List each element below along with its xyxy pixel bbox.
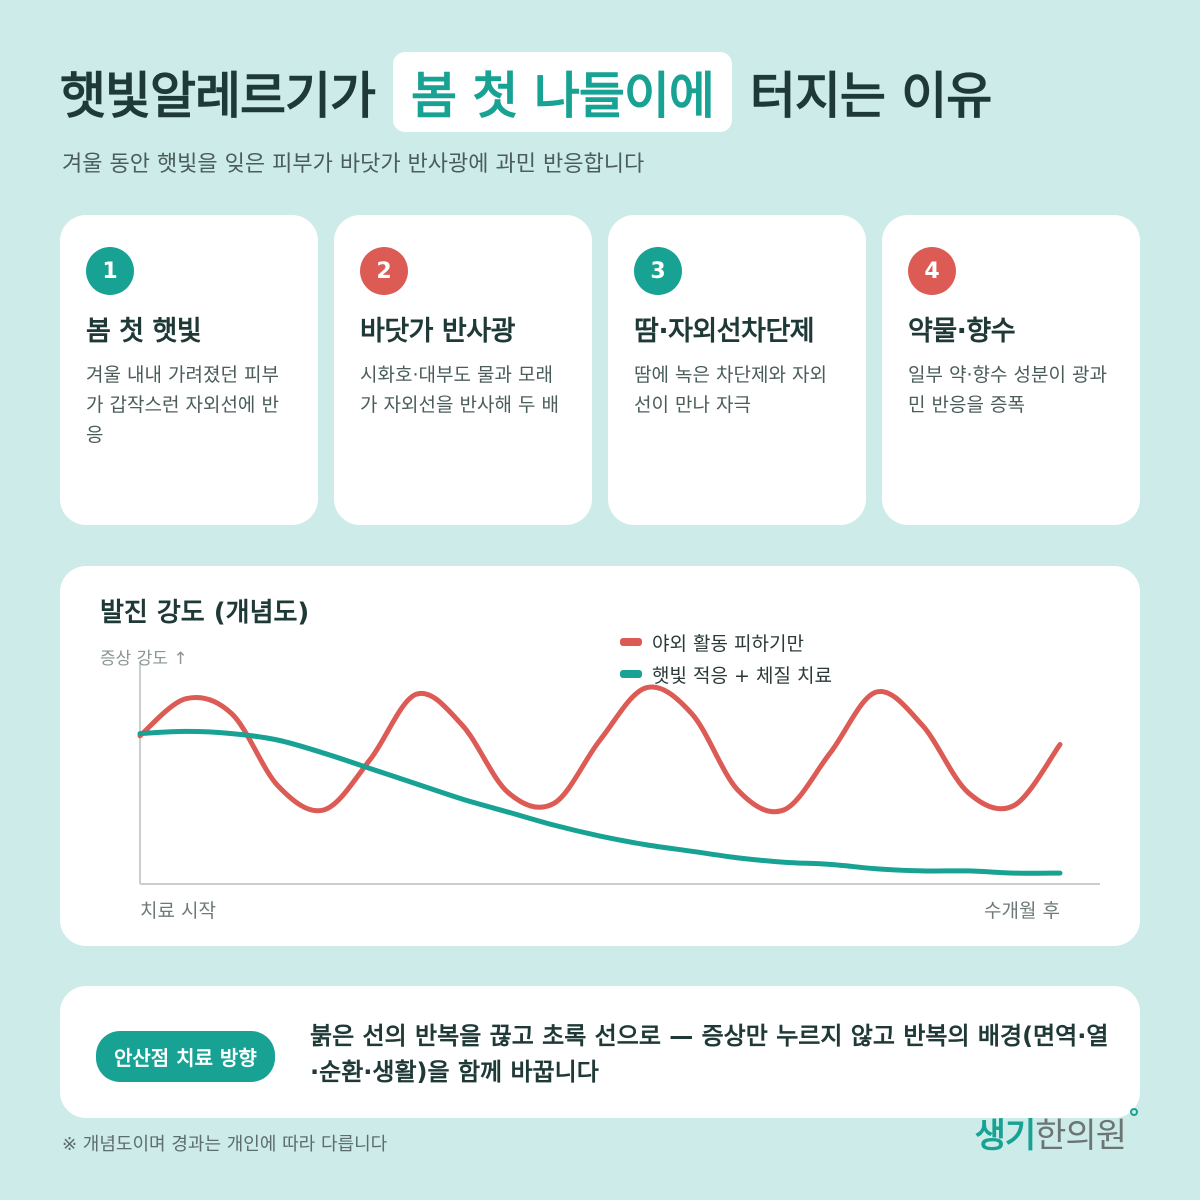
card-body: 시화호·대부도 물과 모래가 자외선을 반사해 두 배 — [360, 364, 559, 416]
page-title: 햇빛알레르기가 봄 첫 나들이에 터지는 이유 — [60, 52, 992, 132]
x-tick-label-end: 수개월 후 — [984, 900, 1060, 922]
chart-card: 발진 강도 (개념도) 증상 강도 ↑ 야외 활동 피하기만 햇빛 적응 + 체… — [60, 566, 1140, 946]
chart-legend: 야외 활동 피하기만 햇빛 적응 + 체질 치료 — [620, 626, 832, 690]
series-line-avoid-outdoor — [137, 684, 1063, 815]
chart-title: 발진 강도 (개념도) — [100, 598, 310, 628]
number-badge: 1 — [86, 247, 134, 295]
treatment-text: 붉은 선의 반복을 끊고 초록 선으로 — 증상만 누르지 않고 반복의 배경(… — [310, 1022, 1109, 1086]
reason-card: 4 약물·향수 일부 약·향수 성분이 광과민 반응을 증폭 — [882, 215, 1140, 525]
title-highlight: 봄 첫 나들이에 — [393, 52, 732, 132]
legend-label: 햇빛 적응 + 체질 치료 — [652, 664, 832, 687]
card-title: 땀·자외선차단제 — [634, 316, 815, 347]
clinic-logo: 생기한의원 — [974, 1108, 1138, 1157]
legend-item: 야외 활동 피하기만 — [620, 626, 832, 658]
card-body: 일부 약·향수 성분이 광과민 반응을 증폭 — [908, 364, 1107, 416]
title-after: 터지는 이유 — [749, 67, 992, 125]
x-tick-label-start: 치료 시작 — [140, 900, 216, 922]
number-badge: 2 — [360, 247, 408, 295]
reason-card: 2 바닷가 반사광 시화호·대부도 물과 모래가 자외선을 반사해 두 배 — [334, 215, 592, 525]
y-axis-label: 증상 강도 ↑ — [100, 649, 188, 669]
logo-part2: 한의원 — [1035, 1116, 1127, 1156]
chart-plot — [137, 662, 1100, 885]
title-before: 햇빛알레르기가 — [60, 67, 376, 125]
legend-item: 햇빛 적응 + 체질 치료 — [620, 658, 832, 690]
reason-cards: 1 봄 첫 햇빛 겨울 내내 가려졌던 피부가 갑작스런 자외선에 반응 2 바… — [60, 215, 1140, 525]
number-badge: 4 — [908, 247, 956, 295]
series-line-adapt-treatment — [137, 728, 1063, 876]
legend-swatch-teal — [620, 670, 642, 678]
treatment-pill: 안산점 치료 방향 — [96, 1031, 275, 1082]
number-badge: 3 — [634, 247, 682, 295]
logo-part1: 생기 — [974, 1116, 1037, 1156]
legend-label: 야외 활동 피하기만 — [652, 632, 804, 655]
card-title: 약물·향수 — [908, 316, 1016, 347]
card-body: 땀에 녹은 차단제와 자외선이 만나 자극 — [634, 364, 827, 416]
subtitle: 겨울 동안 햇빛을 잊은 피부가 바닷가 반사광에 과민 반응합니다 — [62, 152, 645, 177]
logo-dot — [1130, 1108, 1138, 1116]
footnote: ※ 개념도이며 경과는 개인에 따라 다릅니다 — [62, 1134, 388, 1155]
legend-swatch-red — [620, 638, 642, 646]
card-body: 겨울 내내 가려졌던 피부가 갑작스런 자외선에 반응 — [86, 364, 279, 446]
treatment-direction-card: 안산점 치료 방향 붉은 선의 반복을 끊고 초록 선으로 — 증상만 누르지 … — [60, 986, 1140, 1118]
reason-card: 1 봄 첫 햇빛 겨울 내내 가려졌던 피부가 갑작스런 자외선에 반응 — [60, 215, 318, 525]
reason-card: 3 땀·자외선차단제 땀에 녹은 차단제와 자외선이 만나 자극 — [608, 215, 866, 525]
card-title: 봄 첫 햇빛 — [86, 316, 202, 347]
card-title: 바닷가 반사광 — [360, 316, 515, 347]
